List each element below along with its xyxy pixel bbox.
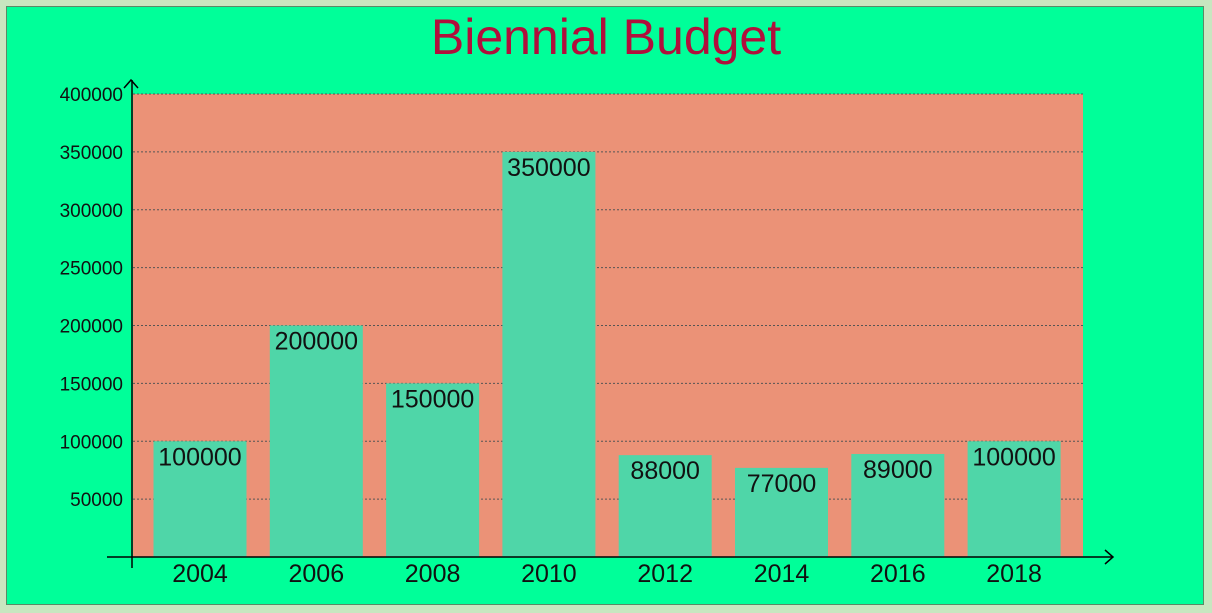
value-label: 200000 <box>275 328 358 356</box>
y-tick-label: 350000 <box>60 143 123 164</box>
y-tick-label: 150000 <box>60 374 123 395</box>
x-tick-label: 2016 <box>870 560 926 588</box>
y-axis-arrow <box>123 78 139 89</box>
y-tick-label: 50000 <box>70 490 123 511</box>
chart-title: Biennial Budget <box>430 9 782 65</box>
x-tick-label: 2008 <box>405 560 461 588</box>
y-axis-ticks: 50000 100000 150000 200000 250000 300000 35000… <box>60 85 123 511</box>
x-axis-arrow <box>1104 549 1115 565</box>
bar <box>618 455 712 557</box>
bar <box>153 441 247 557</box>
x-tick-label: 2006 <box>288 560 344 588</box>
bar <box>735 467 828 557</box>
axes <box>107 78 1115 568</box>
value-label: 88000 <box>630 457 700 485</box>
y-tick-label: 300000 <box>60 201 123 222</box>
value-label: 100000 <box>972 443 1055 471</box>
bar <box>386 383 480 557</box>
x-tick-label: 2018 <box>986 560 1042 588</box>
bar <box>502 151 596 557</box>
bar <box>967 441 1061 557</box>
bars <box>153 151 1061 557</box>
value-label: 89000 <box>863 456 933 484</box>
y-tick-label: 200000 <box>60 317 123 338</box>
y-tick-label: 400000 <box>60 85 123 106</box>
x-tick-label: 2012 <box>637 560 693 588</box>
value-label: 350000 <box>507 154 590 182</box>
bar <box>851 453 945 557</box>
x-tick-label: 2004 <box>172 560 228 588</box>
value-labels: 100000 200000 150000 350000 88000 77000 89000 1… <box>158 154 1056 498</box>
x-tick-label: 2010 <box>521 560 577 588</box>
x-tick-label: 2014 <box>754 560 810 588</box>
value-label: 77000 <box>747 470 817 498</box>
value-label: 100000 <box>158 443 241 471</box>
value-label: 150000 <box>391 385 474 413</box>
y-tick-label: 100000 <box>60 432 123 453</box>
x-axis-ticks: 2004 2006 2008 2010 2012 2014 2016 2018 <box>172 560 1042 588</box>
y-tick-label: 250000 <box>60 259 123 280</box>
bar <box>269 325 363 557</box>
